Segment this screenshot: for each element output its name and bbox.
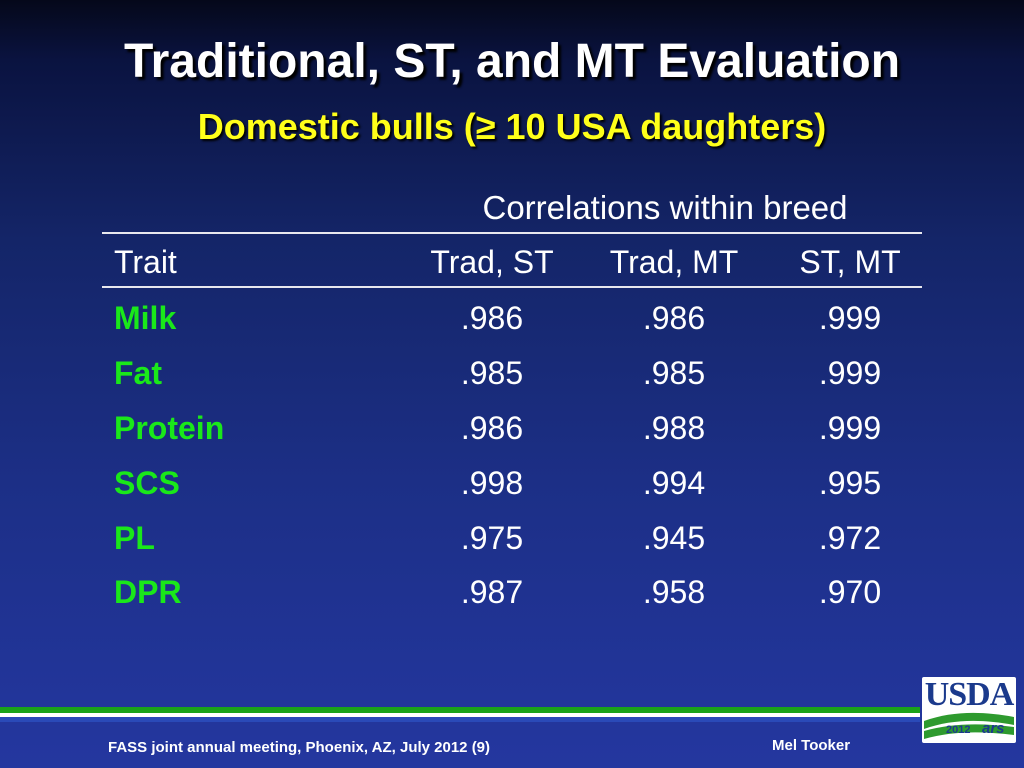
footer-stripe-green (0, 707, 920, 713)
slide-subtitle: Domestic bulls (≥ 10 USA daughters) (197, 106, 827, 147)
footer-stripe-white (0, 713, 920, 717)
column-header-trait: Trait (114, 244, 177, 280)
table-cell: .995 (818, 465, 882, 501)
column-header-trad-st: Trad, ST (430, 244, 554, 280)
row-label-pl: PL (114, 520, 155, 556)
footer-author: Mel Tooker (772, 737, 851, 754)
table-cell: .986 (460, 300, 524, 336)
slide-title: Traditional, ST, and MT Evaluation (123, 35, 901, 88)
table-cell: .958 (642, 574, 706, 610)
usda-logo-text: USDA (924, 677, 1015, 713)
column-header-trad-mt: Trad, MT (609, 244, 739, 280)
row-label-fat: Fat (114, 355, 162, 391)
table-cell: .985 (460, 355, 524, 391)
table-cell: .998 (460, 465, 524, 501)
table-cell: .985 (642, 355, 706, 391)
usda-logo-swoosh-icon (924, 712, 1014, 739)
table-cell: .999 (818, 410, 882, 446)
table-cell: .975 (460, 520, 524, 556)
table-cell: .988 (642, 410, 706, 446)
table-cell: .999 (818, 355, 882, 391)
row-label-dpr: DPR (114, 574, 182, 610)
footer-meeting-info: FASS joint annual meeting, Phoenix, AZ, … (108, 739, 491, 756)
table-cell: .970 (818, 574, 882, 610)
row-label-protein: Protein (114, 410, 225, 446)
table-top-rule (102, 232, 922, 234)
usda-logo: USDA 2012 ars (922, 677, 1016, 743)
footer-stripe-blue (0, 717, 920, 722)
table-cell: .986 (642, 300, 706, 336)
logo-year: 2012 (946, 724, 971, 736)
table-cell: .986 (460, 410, 524, 446)
row-label-milk: Milk (114, 300, 177, 336)
table-cell: .987 (460, 574, 524, 610)
table-cell: .994 (642, 465, 706, 501)
ars-logo-mark: ars (982, 720, 1005, 737)
row-label-scs: SCS (114, 465, 180, 501)
column-header-st-mt: ST, MT (799, 244, 901, 280)
table-header-rule (102, 286, 922, 288)
table-cell: .972 (818, 520, 882, 556)
table-group-header: Correlations within breed (482, 189, 848, 226)
table-cell: .945 (642, 520, 706, 556)
table-cell: .999 (818, 300, 882, 336)
